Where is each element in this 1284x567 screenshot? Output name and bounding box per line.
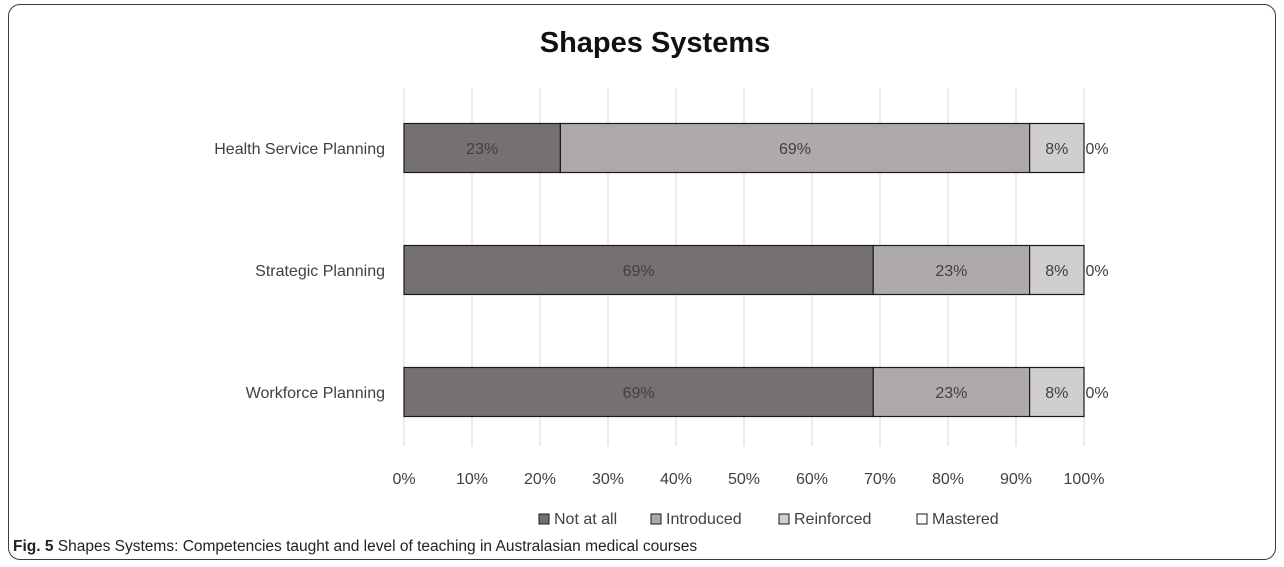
data-label: 23% — [935, 385, 967, 402]
legend: Not at all Introduced Reinforced Mastered — [538, 511, 999, 528]
data-label: 23% — [935, 263, 967, 280]
category-label: Health Service Planning — [214, 141, 385, 158]
bar-segment — [1028, 122, 1085, 174]
x-tick-label: 60% — [796, 471, 828, 488]
chart-title: Shapes Systems — [540, 27, 771, 59]
legend-label: Reinforced — [794, 511, 871, 528]
data-label: 8% — [1045, 263, 1068, 280]
x-tick-label: 80% — [932, 471, 964, 488]
x-tick-label: 0% — [392, 471, 415, 488]
data-label: 8% — [1045, 141, 1068, 158]
data-label: 8% — [1045, 385, 1068, 402]
legend-swatch — [778, 513, 790, 525]
x-tick-label: 100% — [1064, 471, 1105, 488]
x-tick-label: 50% — [728, 471, 760, 488]
legend-swatch — [538, 513, 550, 525]
x-tick-label: 90% — [1000, 471, 1032, 488]
x-tick-label: 70% — [864, 471, 896, 488]
category-label: Workforce Planning — [246, 385, 385, 402]
bar-segment — [872, 366, 1031, 418]
figure-frame — [8, 4, 1276, 560]
legend-label: Not at all — [554, 511, 617, 528]
category-label: Strategic Planning — [255, 263, 385, 280]
figure-caption: Fig. 5 Shapes Systems: Competencies taug… — [13, 538, 697, 556]
bar-segment — [403, 366, 874, 418]
legend-swatch — [916, 513, 928, 525]
bar-segment — [403, 122, 561, 174]
data-label: 0% — [1085, 263, 1108, 280]
category-labels: Health Service Planning Strategic Plannin… — [214, 141, 385, 402]
x-tick-label: 30% — [592, 471, 624, 488]
data-label: 69% — [623, 263, 655, 280]
data-label: 0% — [1085, 141, 1108, 158]
x-tick-labels: 0% 10% 20% 30% 40% 50% 60% 70% 80% 90% 100% — [392, 471, 1104, 488]
bar-segment — [1028, 244, 1085, 296]
x-tick-label: 40% — [660, 471, 692, 488]
data-label: 69% — [623, 385, 655, 402]
bars: 23% 69% 8% 0% 69% 23% 8% 0% 69% 23% 8% 0% — [403, 122, 1109, 418]
data-label: 69% — [779, 141, 811, 158]
bar-segment — [872, 244, 1031, 296]
legend-label: Mastered — [932, 511, 999, 528]
x-tick-label: 10% — [456, 471, 488, 488]
bar-segment — [1028, 366, 1085, 418]
x-tick-label: 20% — [524, 471, 556, 488]
data-label: 0% — [1085, 385, 1108, 402]
legend-label: Introduced — [666, 511, 742, 528]
figure-label: Fig. 5 — [13, 538, 54, 555]
caption-text: Shapes Systems: Competencies taught and … — [53, 538, 698, 555]
legend-swatch — [650, 513, 662, 525]
data-label: 23% — [466, 141, 498, 158]
